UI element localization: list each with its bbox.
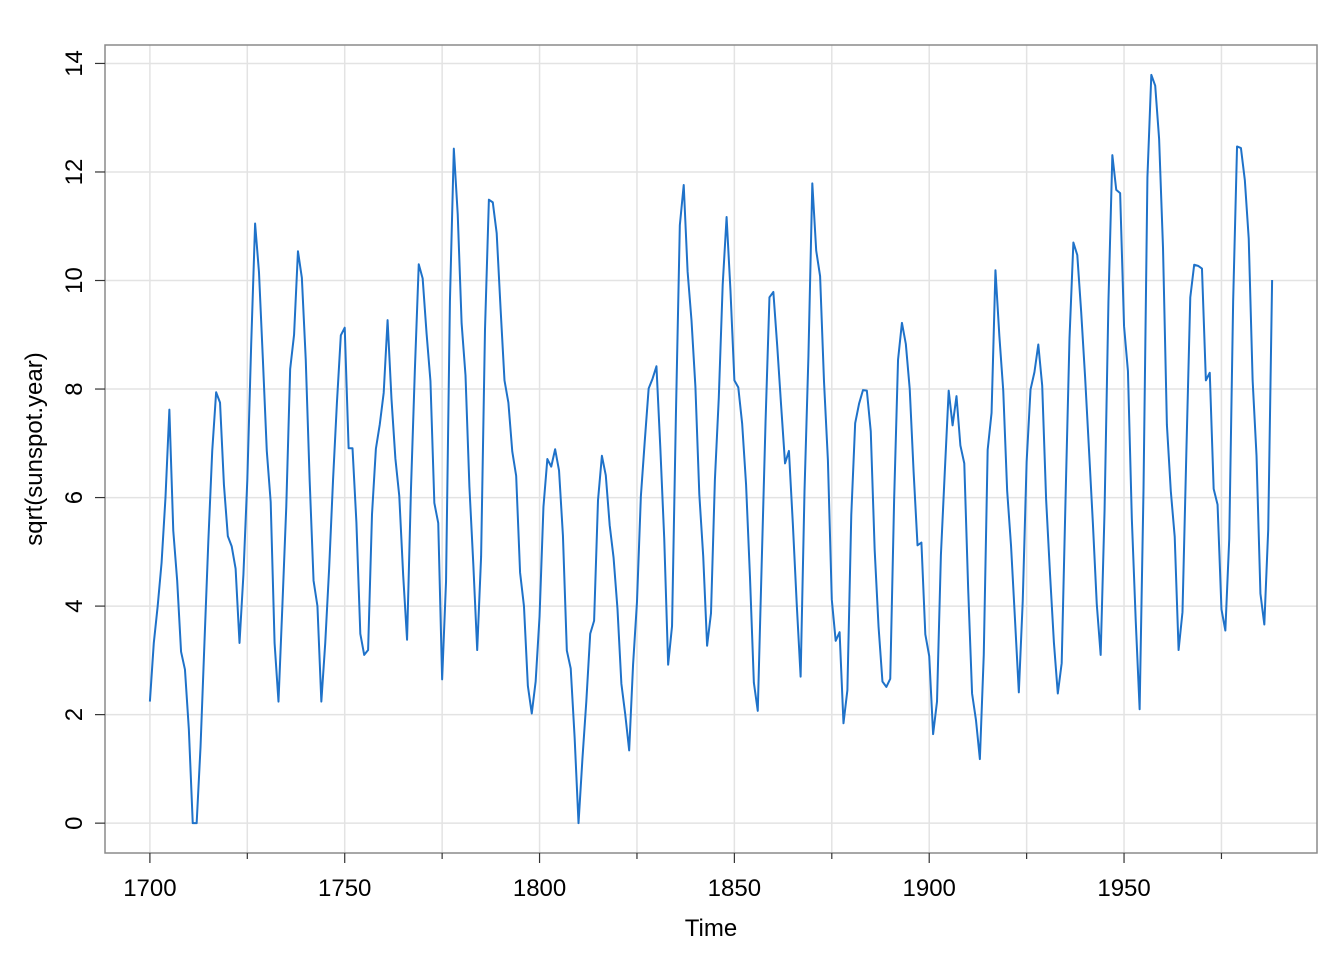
y-tick-label: 8: [61, 382, 88, 395]
x-tick-label: 1950: [1097, 875, 1150, 902]
y-tick-label: 12: [61, 159, 88, 186]
x-tick-label: 1750: [318, 875, 371, 902]
y-tick-label: 0: [61, 816, 88, 829]
x-tick-label: 1850: [708, 875, 761, 902]
plot-frame: [104, 44, 1318, 854]
data-line: [148, 73, 1274, 825]
y-tick-label: 4: [61, 599, 88, 612]
x-axis-label: Time: [685, 915, 737, 942]
x-tick-label: 1700: [123, 875, 176, 902]
y-tick-label: 10: [61, 267, 88, 294]
y-axis-label: sqrt(sunspot.year): [21, 352, 48, 545]
y-tick-label: 6: [61, 491, 88, 504]
x-tick-label: 1800: [513, 875, 566, 902]
y-tick-label: 14: [61, 50, 88, 77]
x-tick-label: 1900: [903, 875, 956, 902]
y-tick-label: 2: [61, 708, 88, 721]
